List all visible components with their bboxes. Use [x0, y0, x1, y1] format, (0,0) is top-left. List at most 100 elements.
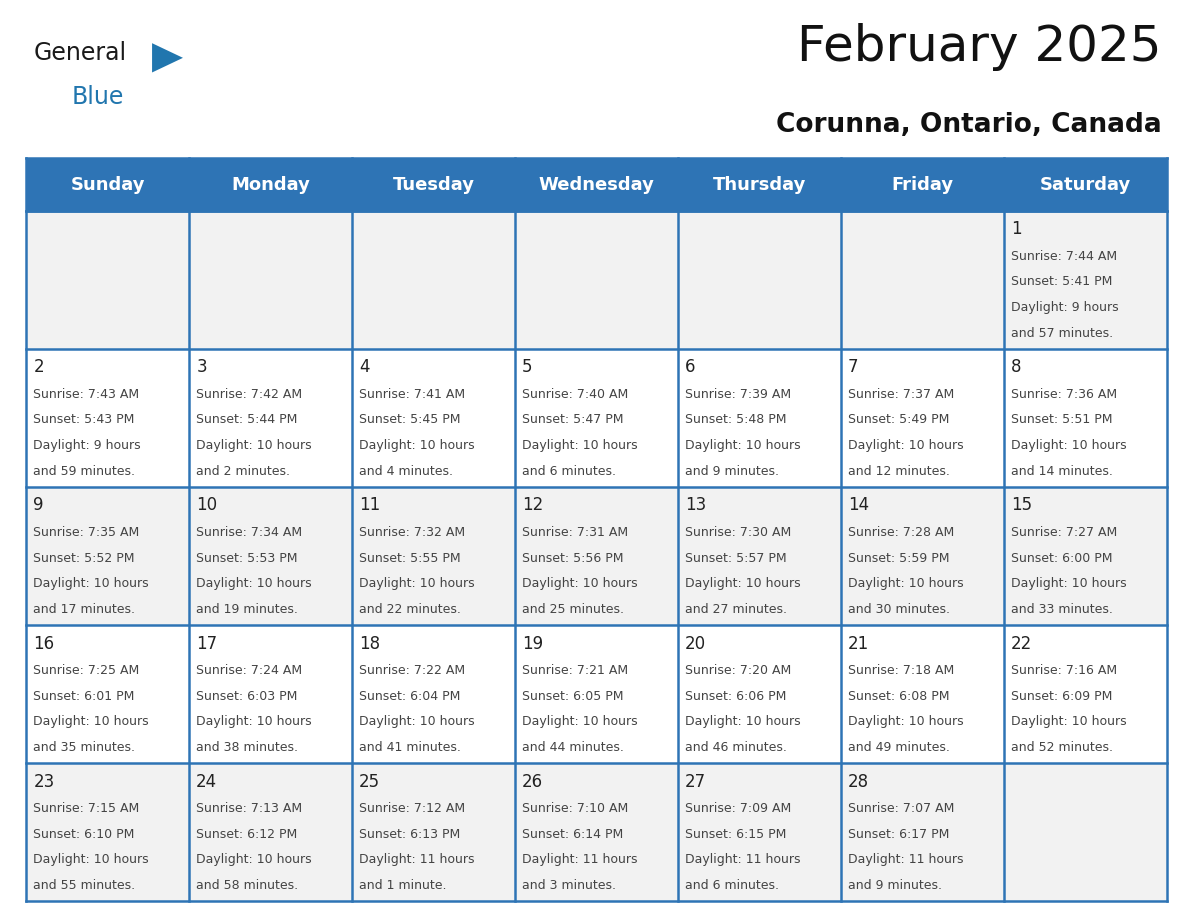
Text: Sunrise: 7:42 AM: Sunrise: 7:42 AM — [196, 387, 302, 401]
Text: Daylight: 10 hours: Daylight: 10 hours — [33, 854, 148, 867]
Text: Daylight: 10 hours: Daylight: 10 hours — [685, 715, 801, 728]
Text: Sunrise: 7:27 AM: Sunrise: 7:27 AM — [1011, 526, 1117, 539]
Text: and 6 minutes.: and 6 minutes. — [685, 879, 779, 892]
Text: Sunrise: 7:24 AM: Sunrise: 7:24 AM — [196, 664, 302, 677]
Text: and 4 minutes.: and 4 minutes. — [359, 465, 453, 478]
Text: and 14 minutes.: and 14 minutes. — [1011, 465, 1113, 478]
Text: Sunrise: 7:40 AM: Sunrise: 7:40 AM — [522, 387, 628, 401]
Text: 27: 27 — [685, 773, 706, 790]
Text: Sunrise: 7:18 AM: Sunrise: 7:18 AM — [848, 664, 954, 677]
Text: Sunset: 5:41 PM: Sunset: 5:41 PM — [1011, 275, 1112, 288]
Text: Sunday: Sunday — [70, 175, 145, 194]
Text: Sunrise: 7:41 AM: Sunrise: 7:41 AM — [359, 387, 466, 401]
Text: Sunrise: 7:25 AM: Sunrise: 7:25 AM — [33, 664, 139, 677]
Text: Daylight: 10 hours: Daylight: 10 hours — [359, 577, 475, 590]
Text: Sunrise: 7:43 AM: Sunrise: 7:43 AM — [33, 387, 139, 401]
Text: Sunset: 5:49 PM: Sunset: 5:49 PM — [848, 413, 949, 427]
Text: 11: 11 — [359, 497, 380, 514]
Text: and 6 minutes.: and 6 minutes. — [522, 465, 617, 478]
Text: Sunset: 6:09 PM: Sunset: 6:09 PM — [1011, 689, 1112, 702]
Text: and 58 minutes.: and 58 minutes. — [196, 879, 298, 892]
Text: Sunset: 6:10 PM: Sunset: 6:10 PM — [33, 828, 134, 841]
Text: 3: 3 — [196, 358, 207, 376]
Text: Monday: Monday — [232, 175, 310, 194]
Text: 18: 18 — [359, 634, 380, 653]
Text: General: General — [33, 41, 126, 65]
Polygon shape — [152, 43, 183, 73]
Text: and 12 minutes.: and 12 minutes. — [848, 465, 949, 478]
Text: 10: 10 — [196, 497, 217, 514]
Text: Sunset: 6:00 PM: Sunset: 6:00 PM — [1011, 552, 1112, 565]
Text: 15: 15 — [1011, 497, 1032, 514]
Text: Wednesday: Wednesday — [538, 175, 655, 194]
Text: Sunrise: 7:35 AM: Sunrise: 7:35 AM — [33, 526, 139, 539]
Text: Sunrise: 7:13 AM: Sunrise: 7:13 AM — [196, 802, 302, 815]
Text: Friday: Friday — [891, 175, 953, 194]
Text: Daylight: 10 hours: Daylight: 10 hours — [1011, 577, 1126, 590]
Text: Sunrise: 7:07 AM: Sunrise: 7:07 AM — [848, 802, 954, 815]
Bar — [26, 211, 1167, 349]
Text: Sunset: 5:45 PM: Sunset: 5:45 PM — [359, 413, 461, 427]
Text: and 44 minutes.: and 44 minutes. — [522, 741, 624, 754]
Text: Sunset: 6:15 PM: Sunset: 6:15 PM — [685, 828, 786, 841]
Bar — [26, 349, 1167, 487]
Text: Daylight: 10 hours: Daylight: 10 hours — [359, 439, 475, 453]
Text: Sunset: 6:14 PM: Sunset: 6:14 PM — [522, 828, 624, 841]
Text: Sunrise: 7:34 AM: Sunrise: 7:34 AM — [196, 526, 302, 539]
Text: Sunset: 5:44 PM: Sunset: 5:44 PM — [196, 413, 297, 427]
Text: Sunrise: 7:30 AM: Sunrise: 7:30 AM — [685, 526, 791, 539]
Text: Sunset: 6:05 PM: Sunset: 6:05 PM — [522, 689, 624, 702]
Text: Sunset: 6:01 PM: Sunset: 6:01 PM — [33, 689, 134, 702]
Text: Sunset: 6:12 PM: Sunset: 6:12 PM — [196, 828, 297, 841]
Text: Daylight: 11 hours: Daylight: 11 hours — [848, 854, 963, 867]
Text: 21: 21 — [848, 634, 870, 653]
Text: Sunset: 5:48 PM: Sunset: 5:48 PM — [685, 413, 786, 427]
Text: Daylight: 10 hours: Daylight: 10 hours — [685, 439, 801, 453]
Text: and 17 minutes.: and 17 minutes. — [33, 603, 135, 616]
Text: Daylight: 10 hours: Daylight: 10 hours — [522, 715, 638, 728]
Text: Sunrise: 7:28 AM: Sunrise: 7:28 AM — [848, 526, 954, 539]
Text: 16: 16 — [33, 634, 55, 653]
Text: Daylight: 10 hours: Daylight: 10 hours — [33, 715, 148, 728]
Text: Sunrise: 7:44 AM: Sunrise: 7:44 AM — [1011, 250, 1117, 263]
Text: and 9 minutes.: and 9 minutes. — [685, 465, 779, 478]
Text: Sunset: 5:59 PM: Sunset: 5:59 PM — [848, 552, 949, 565]
Text: Sunset: 6:13 PM: Sunset: 6:13 PM — [359, 828, 461, 841]
Text: 14: 14 — [848, 497, 868, 514]
Text: Sunrise: 7:10 AM: Sunrise: 7:10 AM — [522, 802, 628, 815]
Text: 4: 4 — [359, 358, 369, 376]
Text: Sunrise: 7:21 AM: Sunrise: 7:21 AM — [522, 664, 628, 677]
Text: and 22 minutes.: and 22 minutes. — [359, 603, 461, 616]
Text: and 59 minutes.: and 59 minutes. — [33, 465, 135, 478]
Text: 25: 25 — [359, 773, 380, 790]
Text: Sunrise: 7:12 AM: Sunrise: 7:12 AM — [359, 802, 466, 815]
Text: Daylight: 10 hours: Daylight: 10 hours — [522, 577, 638, 590]
Text: Sunrise: 7:16 AM: Sunrise: 7:16 AM — [1011, 664, 1117, 677]
Text: Sunrise: 7:37 AM: Sunrise: 7:37 AM — [848, 387, 954, 401]
Text: Sunrise: 7:36 AM: Sunrise: 7:36 AM — [1011, 387, 1117, 401]
Text: Daylight: 11 hours: Daylight: 11 hours — [522, 854, 638, 867]
Text: and 9 minutes.: and 9 minutes. — [848, 879, 942, 892]
Text: Sunrise: 7:20 AM: Sunrise: 7:20 AM — [685, 664, 791, 677]
Bar — [26, 625, 1167, 764]
Text: February 2025: February 2025 — [797, 23, 1162, 71]
Text: Thursday: Thursday — [713, 175, 805, 194]
Text: Sunrise: 7:15 AM: Sunrise: 7:15 AM — [33, 802, 139, 815]
Text: Daylight: 10 hours: Daylight: 10 hours — [196, 854, 311, 867]
Text: and 3 minutes.: and 3 minutes. — [522, 879, 617, 892]
Text: Daylight: 9 hours: Daylight: 9 hours — [1011, 301, 1118, 314]
Text: and 33 minutes.: and 33 minutes. — [1011, 603, 1113, 616]
Text: Saturday: Saturday — [1040, 175, 1131, 194]
Text: and 27 minutes.: and 27 minutes. — [685, 603, 786, 616]
Text: 9: 9 — [33, 497, 44, 514]
Text: Sunset: 6:04 PM: Sunset: 6:04 PM — [359, 689, 461, 702]
Text: and 57 minutes.: and 57 minutes. — [1011, 327, 1113, 340]
Text: 20: 20 — [685, 634, 706, 653]
Text: 23: 23 — [33, 773, 55, 790]
Text: 19: 19 — [522, 634, 543, 653]
Text: Tuesday: Tuesday — [392, 175, 474, 194]
Bar — [26, 764, 1167, 901]
Text: and 46 minutes.: and 46 minutes. — [685, 741, 786, 754]
Text: Sunset: 6:06 PM: Sunset: 6:06 PM — [685, 689, 786, 702]
Text: Daylight: 10 hours: Daylight: 10 hours — [1011, 439, 1126, 453]
